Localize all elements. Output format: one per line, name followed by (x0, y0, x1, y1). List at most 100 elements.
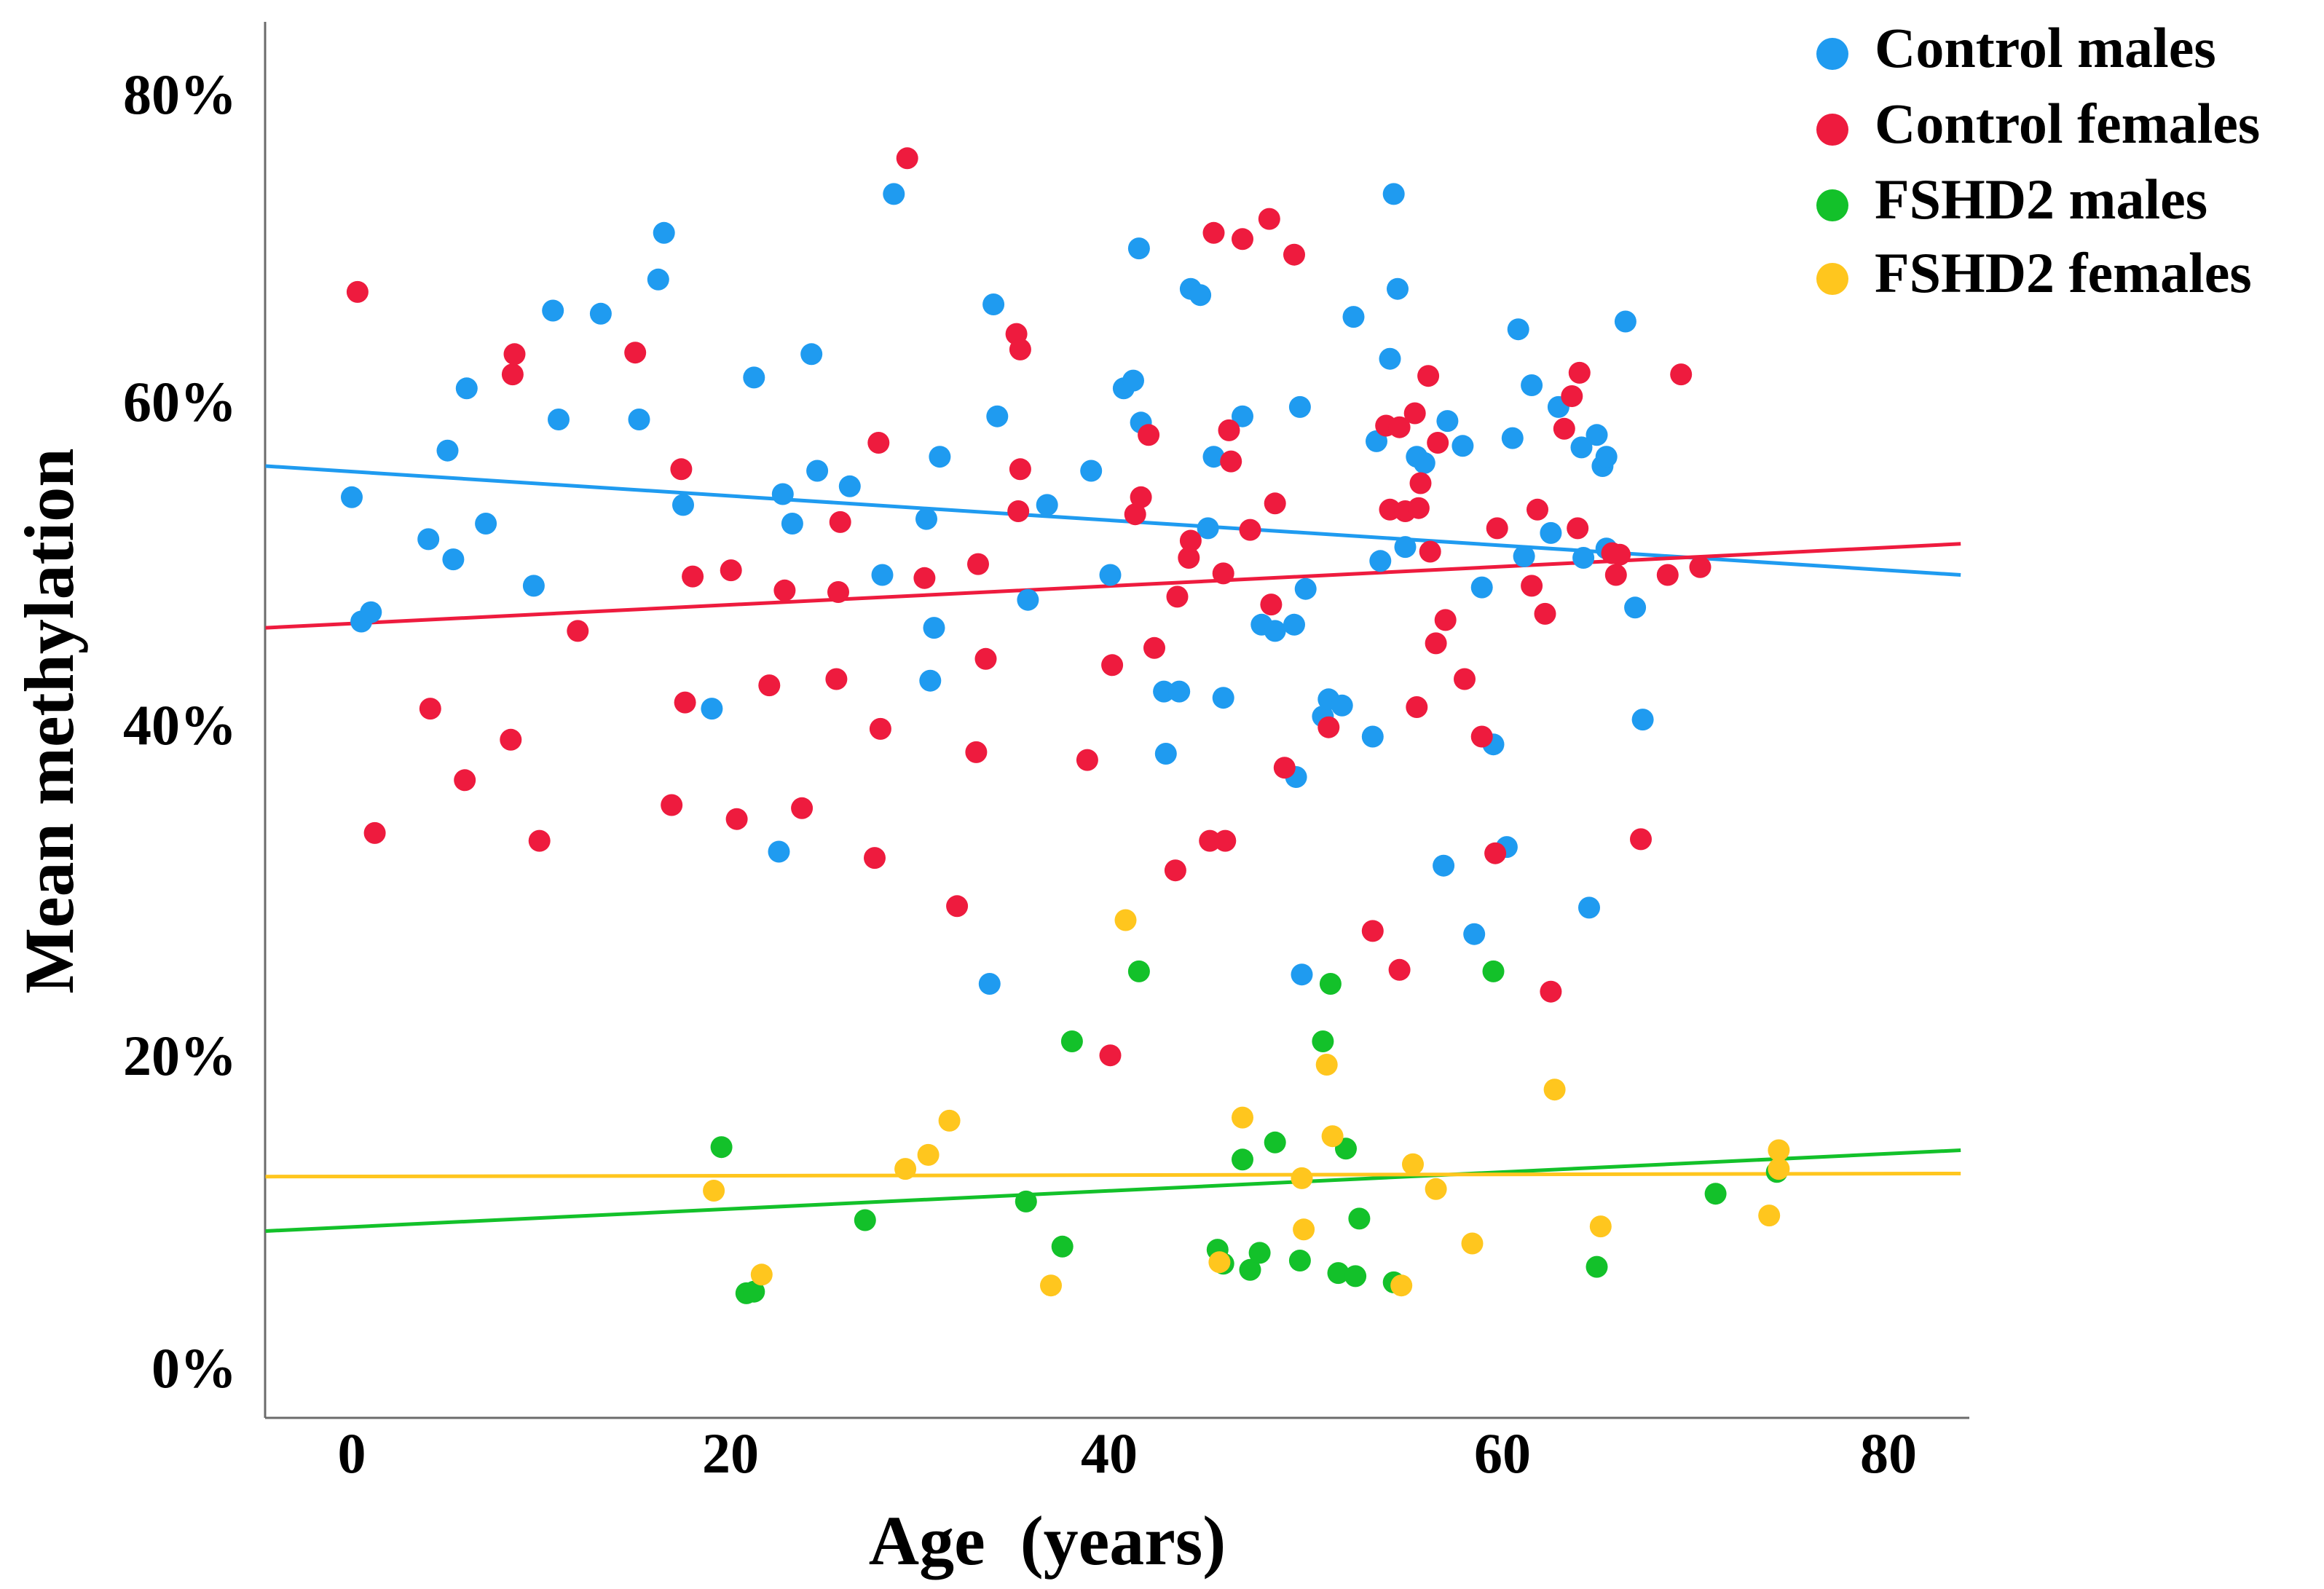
point-control-males (800, 343, 823, 366)
point-control-males (1631, 709, 1654, 731)
y-axis-title: Mean methylation (10, 448, 88, 993)
legend-label-fshd2-females: FSHD2 females (1875, 241, 2252, 304)
point-control-males (883, 183, 905, 205)
point-fshd2-females (1208, 1251, 1231, 1274)
point-control-males (1379, 347, 1401, 370)
point-control-males (838, 475, 861, 497)
point-fshd2-males (1704, 1183, 1727, 1205)
point-control-females (1007, 500, 1030, 522)
point-control-females (1178, 547, 1200, 569)
point-fshd2-males (1288, 1250, 1311, 1271)
point-control-males (1017, 588, 1039, 611)
point-control-females (1361, 920, 1384, 942)
point-control-males (1451, 435, 1474, 457)
point-control-males (1361, 725, 1384, 748)
point-fshd2-males (1248, 1242, 1271, 1264)
point-control-females (758, 674, 781, 697)
point-control-females (1317, 716, 1340, 738)
point-control-females (791, 797, 814, 819)
point-control-females (528, 829, 551, 852)
point-control-females (1454, 668, 1476, 690)
point-control-females (913, 567, 936, 589)
point-control-females (419, 698, 441, 720)
point-fshd2-males (1348, 1207, 1371, 1230)
point-control-males (768, 840, 790, 863)
point-control-males (475, 513, 497, 535)
point-control-females (346, 280, 369, 303)
point-fshd2-females (1543, 1079, 1566, 1101)
point-fshd2-males (1344, 1265, 1367, 1288)
point-control-females (773, 579, 796, 602)
point-control-females (501, 363, 524, 386)
point-control-males (1470, 576, 1493, 599)
point-fshd2-females (917, 1143, 940, 1166)
point-control-males (1413, 452, 1435, 474)
point-fshd2-females (1758, 1204, 1781, 1227)
point-control-males (1521, 374, 1543, 396)
point-control-females (1568, 361, 1591, 384)
point-control-males (589, 302, 612, 325)
point-control-males (417, 528, 440, 551)
point-control-females (1417, 365, 1440, 387)
trend-line-control-females (265, 542, 1961, 630)
point-fshd2-males (1312, 1030, 1334, 1052)
point-control-females (1388, 416, 1411, 438)
point-control-males (672, 494, 694, 516)
point-control-females (1218, 419, 1240, 441)
point-fshd2-males (1327, 1262, 1350, 1285)
point-control-females (1239, 519, 1261, 541)
point-control-males (1197, 517, 1219, 540)
x-tick-label: 40 (1081, 1422, 1138, 1485)
point-control-females (1258, 208, 1280, 230)
point-control-males (1501, 427, 1524, 449)
x-tick-label: 80 (1860, 1422, 1917, 1485)
point-control-males (1507, 318, 1529, 341)
point-control-females (1076, 749, 1098, 771)
trend-line-fshd2-males (265, 1148, 1961, 1233)
point-control-males (1382, 183, 1405, 205)
point-control-females (896, 147, 918, 170)
point-fshd2-females (1390, 1274, 1413, 1297)
point-fshd2-males (1239, 1258, 1261, 1281)
point-control-males (1436, 410, 1459, 433)
point-control-females (1179, 529, 1202, 552)
point-control-females (503, 343, 526, 366)
point-control-males (1513, 545, 1535, 567)
legend: Control males Control females FSHD2 male… (1816, 16, 2260, 304)
point-control-males (982, 293, 1005, 315)
point-control-males (1463, 923, 1486, 945)
point-control-females (1604, 564, 1627, 586)
point-control-females (1212, 562, 1234, 585)
y-tick-label: 60% (123, 370, 237, 433)
point-fshd2-females (1114, 909, 1137, 931)
point-fshd2-females (703, 1180, 725, 1202)
point-control-males (1294, 577, 1317, 600)
point-control-females (1283, 243, 1305, 266)
point-control-females (363, 821, 386, 844)
point-control-females (1670, 363, 1693, 386)
point-control-females (1406, 696, 1428, 718)
point-control-males (1122, 369, 1144, 392)
point-fshd2-females (1425, 1178, 1447, 1200)
point-control-males (929, 446, 951, 468)
point-control-males (1099, 564, 1122, 586)
point-control-males (781, 513, 803, 535)
point-control-females (1409, 472, 1432, 494)
point-control-females (1214, 829, 1237, 852)
point-control-females (1101, 654, 1124, 677)
point-control-females (1630, 828, 1652, 851)
point-control-females (1264, 492, 1286, 515)
point-control-males (923, 617, 945, 639)
point-control-males (1080, 460, 1103, 482)
point-control-females (1403, 402, 1426, 425)
point-control-males (1540, 521, 1562, 544)
point-fshd2-females (1589, 1215, 1612, 1238)
point-control-females (864, 847, 886, 870)
point-fshd2-females (1232, 1106, 1253, 1129)
legend-marker-control-males (1816, 38, 1848, 70)
y-tick-label: 20% (123, 1024, 237, 1087)
point-control-females (1534, 602, 1556, 625)
point-control-males (1394, 536, 1417, 559)
point-control-males (1369, 550, 1392, 572)
